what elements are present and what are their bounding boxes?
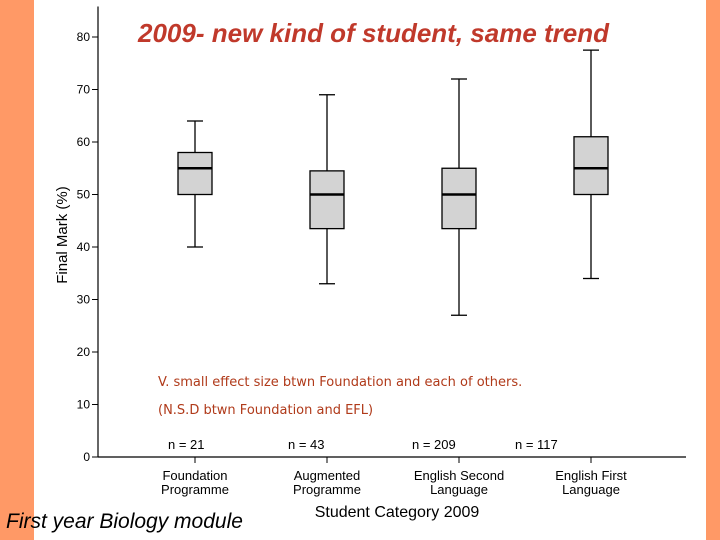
n-label-efl: n = 117	[515, 437, 558, 452]
n-label-augmented: n = 43	[288, 437, 325, 452]
y-tick-label: 40	[77, 240, 91, 254]
y-tick-label: 0	[83, 450, 90, 464]
x-category-label: Foundation	[162, 468, 227, 483]
x-category-label: Language	[430, 482, 488, 497]
x-category-label: Programme	[161, 482, 229, 497]
iqr-box	[573, 136, 609, 196]
x-category-label: Augmented	[294, 468, 361, 483]
box-group	[309, 94, 345, 463]
x-category-labels: FoundationProgrammeAugmentedProgrammeEng…	[161, 468, 627, 497]
footer-module-label: First year Biology module	[6, 510, 243, 533]
iqr-box	[441, 167, 477, 230]
x-category-label: Programme	[293, 482, 361, 497]
y-tick-label: 50	[77, 188, 91, 202]
box-group	[177, 120, 213, 463]
slide-title: 2009- new kind of student, same trend	[138, 18, 609, 48]
x-category-label: English First	[555, 468, 627, 483]
iqr-box	[177, 151, 213, 196]
y-ticks: 0 10 20 30 40 50 60 70 80	[77, 30, 98, 464]
y-tick-label: 60	[77, 135, 91, 149]
x-axis-label: Student Category 2009	[315, 504, 480, 521]
effect-size-note: V. small effect size btwn Foundation and…	[158, 375, 523, 390]
chart-axes	[97, 6, 686, 458]
y-tick-label: 70	[77, 83, 91, 97]
y-tick-label: 20	[77, 345, 91, 359]
iqr-box	[309, 170, 345, 230]
y-tick-label: 10	[77, 398, 91, 412]
x-category-label: Language	[562, 482, 620, 497]
box-group	[441, 78, 477, 463]
n-label-esl: n = 209	[412, 437, 456, 452]
nsd-note: (N.S.D btwn Foundation and EFL)	[158, 403, 374, 418]
y-tick-label: 80	[77, 30, 91, 44]
box-group	[573, 49, 609, 463]
box-series	[177, 49, 609, 463]
n-label-foundation: n = 21	[168, 437, 205, 452]
slide-panel	[34, 0, 706, 540]
y-axis-label: Final Mark (%)	[54, 186, 71, 284]
y-tick-label: 30	[77, 293, 91, 307]
x-category-label: English Second	[414, 468, 504, 483]
